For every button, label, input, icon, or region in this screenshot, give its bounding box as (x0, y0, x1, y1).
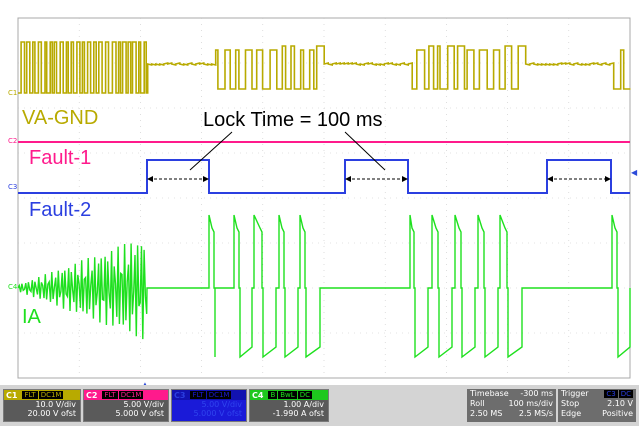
arrow-head (605, 176, 611, 182)
channel-c4-panel[interactable]: C4 B BwL DC 1.00 A/div -1.990 A ofst (249, 389, 329, 422)
channel-c1-badge2: DC1M (38, 391, 64, 399)
lock-time-arrows (147, 131, 611, 182)
trigger-level-icon: ◀ (631, 168, 638, 177)
channel-c1-name: C1 (6, 390, 18, 400)
channel-c3-badge1: FLT (190, 391, 206, 399)
lock-time-pointer (189, 131, 233, 171)
c3-marker: C3 (8, 183, 18, 191)
channel-c3-offset: 5.000 V ofst (193, 409, 242, 418)
lock-time-pointer (344, 131, 386, 171)
trigger-position-icon: ▲ (141, 381, 149, 389)
channel-c2-badge1: FLT (102, 391, 118, 399)
channel-c1-offset: 20.00 V ofst (27, 409, 76, 418)
arrow-head (345, 176, 351, 182)
channel-c1-scale: 10.0 V/div (35, 400, 76, 409)
trigger-channel: C3 (604, 390, 618, 398)
channel-c2-badge2: DC1M (118, 391, 144, 399)
channel-c1-panel[interactable]: C1 FLT DC1M 10.0 V/div 20.00 V ofst (3, 389, 81, 422)
channel-c2-scale: 5.00 V/div (123, 400, 164, 409)
trigger-slope: Positive (602, 409, 633, 418)
arrow-head (547, 176, 553, 182)
trigger-type: Edge (561, 409, 582, 418)
ia-trace (17, 214, 631, 359)
fault2-label: Fault-2 (29, 199, 92, 221)
timebase-samples: 2.50 MS (470, 409, 503, 418)
channel-c3-badge2: DC1M (206, 391, 232, 399)
arrow-head (203, 176, 209, 182)
channel-c4-badge2: BwL (278, 391, 297, 399)
trigger-mode: Stop (561, 399, 580, 408)
channel-c2-name: C2 (86, 390, 98, 400)
channel-c4-scale: 1.00 A/div (283, 400, 324, 409)
c1-marker: C1 (8, 89, 18, 97)
timebase-mode: Roll (470, 399, 485, 408)
c4-marker: C4 (8, 283, 18, 291)
timebase-value: -300 ms (520, 389, 553, 398)
trigger-level: 2.10 V (607, 399, 633, 408)
timebase-label: Timebase (470, 389, 509, 398)
arrow-head (402, 176, 408, 182)
trigger-label: Trigger (561, 389, 589, 398)
arrow-head (147, 176, 153, 182)
channel-c3-name: C3 (174, 390, 186, 400)
fault2-trace (18, 159, 630, 194)
channel-c1-badge1: FLT (22, 391, 38, 399)
ia-label: IA (22, 306, 41, 328)
channel-c4-badge3: DC (297, 391, 312, 399)
va-gnd-label: VA-GND (22, 107, 99, 129)
channel-c2-panel[interactable]: C2 FLT DC1M 5.00 V/div 5.000 V ofst (83, 389, 169, 422)
fault1-label: Fault-1 (29, 147, 92, 169)
trigger-coupling: DC (618, 390, 633, 398)
c2-marker: C2 (8, 137, 18, 145)
timebase-per-div: 100 ms/div (508, 399, 553, 408)
waveform-display (17, 17, 631, 379)
channel-c4-name: C4 (252, 390, 264, 400)
timebase-panel[interactable]: Timebase -300 ms Roll 100 ms/div 2.50 MS 2.… (467, 389, 556, 422)
channel-c4-offset: -1.990 A ofst (272, 409, 324, 418)
lock-time-label: Lock Time = 100 ms (203, 109, 383, 131)
channel-c3-scale: 5.00 V/div (201, 400, 242, 409)
channel-c4-badge1: B (268, 391, 278, 399)
timebase-rate: 2.5 MS/s (518, 409, 553, 418)
trigger-panel[interactable]: Trigger C3 DC Stop 2.10 V Edge Positive (558, 389, 636, 422)
va-gnd-trace (18, 41, 631, 94)
channel-c2-offset: 5.000 V ofst (115, 409, 164, 418)
channel-c3-panel[interactable]: C3 FLT DC1M 5.00 V/div 5.000 V ofst (171, 389, 247, 422)
